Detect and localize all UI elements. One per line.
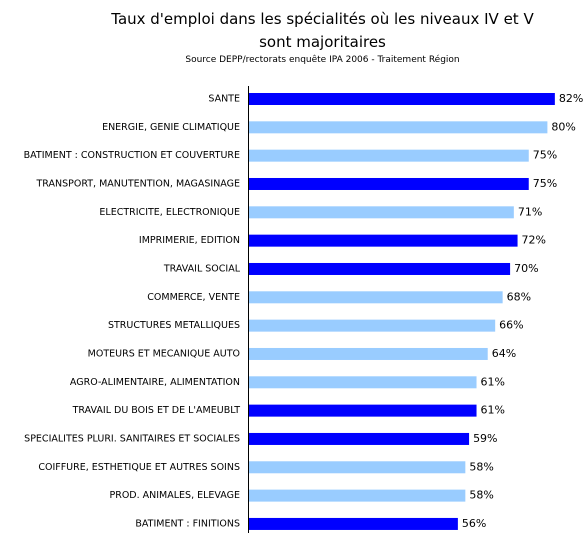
category-label: SANTE	[208, 94, 240, 105]
category-label: AGRO-ALIMENTAIRE, ALIMENTATION	[70, 377, 240, 388]
bar	[249, 262, 511, 275]
value-label: 70%	[514, 262, 538, 275]
value-label: 68%	[507, 290, 531, 303]
category-label: TRAVAIL DU BOIS ET DE L'AMEUBLT	[72, 405, 241, 416]
value-label: 71%	[518, 205, 542, 218]
category-label: COIFFURE, ESTHETIQUE ET AUTRES SOINS	[38, 462, 240, 473]
bar	[249, 404, 477, 417]
bar	[249, 489, 466, 502]
value-label: 64%	[492, 347, 516, 360]
value-label: 56%	[462, 517, 486, 530]
bar	[249, 517, 458, 530]
category-label: ENERGIE, GENIE CLIMATIQUE	[102, 122, 240, 133]
value-label: 61%	[481, 404, 505, 417]
value-label: 66%	[499, 319, 523, 332]
category-label: MOTEURS ET MECANIQUE AUTO	[88, 348, 240, 359]
category-label: STRUCTURES METALLIQUES	[108, 320, 240, 331]
bar	[249, 206, 514, 219]
category-label: BATIMENT : FINITIONS	[135, 518, 240, 529]
value-label: 80%	[551, 120, 575, 133]
bar	[249, 347, 488, 360]
value-label: 58%	[469, 460, 493, 473]
category-label: BATIMENT : CONSTRUCTION ET COUVERTURE	[24, 150, 240, 161]
bar	[249, 432, 470, 445]
category-label: IMPRIMERIE, EDITION	[139, 235, 240, 246]
chart-title: Taux d'emploi dans les spécialités où le…	[111, 10, 534, 51]
value-label: 59%	[473, 432, 497, 445]
bar	[249, 93, 555, 105]
bar	[249, 461, 466, 474]
value-label: 72%	[522, 234, 546, 247]
category-label: TRAVAIL SOCIAL	[163, 263, 241, 274]
value-label: 58%	[469, 489, 493, 502]
category-label: COMMERCE, VENTE	[147, 292, 240, 303]
bar	[249, 149, 529, 162]
bar	[249, 177, 529, 190]
category-label: TRANSPORT, MANUTENTION, MAGASINAGE	[35, 178, 240, 189]
bar	[249, 234, 518, 247]
bar	[249, 291, 503, 304]
category-label: ELECTRICITE, ELECTRONIQUE	[99, 207, 240, 218]
value-label: 61%	[481, 375, 505, 388]
value-label: 75%	[533, 177, 557, 190]
value-label: 82%	[559, 92, 583, 105]
value-label: 75%	[533, 149, 557, 162]
bar	[249, 121, 548, 134]
category-label: PROD. ANIMALES, ELEVAGE	[109, 490, 240, 501]
bar	[249, 376, 477, 389]
chart-subtitle: Source DEPP/rectorats enquête IPA 2006 -…	[185, 55, 460, 65]
category-label: SPECIALITES PLURI. SANITAIRES ET SOCIALE…	[24, 433, 240, 444]
bar	[249, 319, 496, 332]
